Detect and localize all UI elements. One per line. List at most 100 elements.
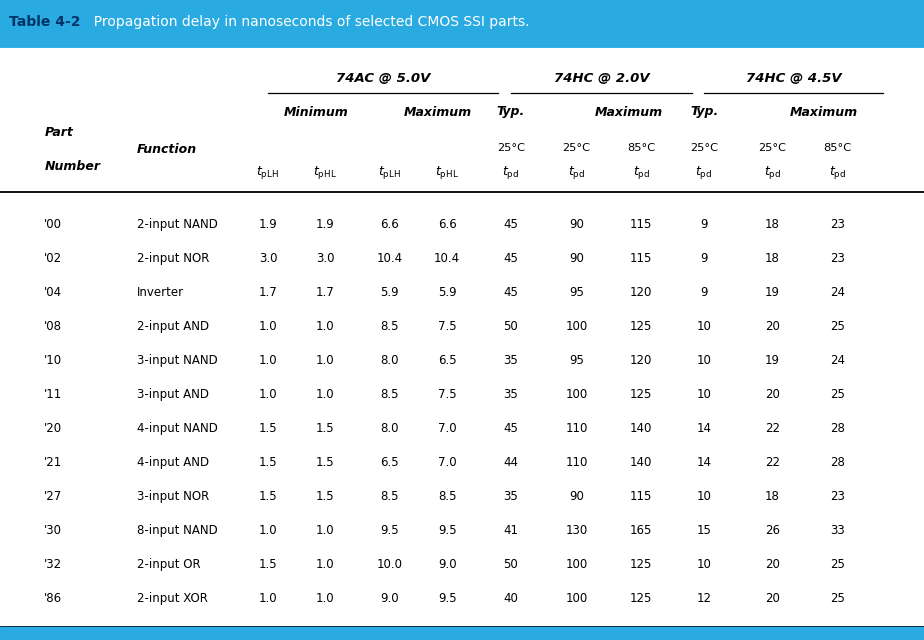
Text: 9: 9 (700, 287, 708, 300)
Text: 18: 18 (765, 490, 780, 503)
Text: 1.0: 1.0 (259, 388, 277, 401)
Text: 90: 90 (569, 218, 584, 232)
Text: 125: 125 (630, 558, 652, 572)
Text: '30: '30 (44, 524, 62, 537)
Text: 3-input AND: 3-input AND (137, 388, 209, 401)
Text: 8-input NAND: 8-input NAND (137, 524, 217, 537)
Text: Minimum: Minimum (284, 106, 348, 118)
Text: 1.0: 1.0 (259, 524, 277, 537)
Text: 33: 33 (830, 524, 845, 537)
Text: 8.0: 8.0 (381, 355, 399, 367)
Text: 28: 28 (830, 456, 845, 469)
Text: 7.0: 7.0 (438, 422, 456, 435)
Text: 1.0: 1.0 (316, 388, 334, 401)
Text: Inverter: Inverter (137, 287, 184, 300)
Text: 8.0: 8.0 (381, 422, 399, 435)
Text: 1.5: 1.5 (259, 422, 277, 435)
Text: 2-input NOR: 2-input NOR (137, 252, 209, 266)
Text: 1.7: 1.7 (316, 287, 334, 300)
Text: 120: 120 (630, 355, 652, 367)
Text: 1.5: 1.5 (316, 456, 334, 469)
Text: 1.0: 1.0 (316, 524, 334, 537)
Text: 6.5: 6.5 (438, 355, 456, 367)
Text: 50: 50 (504, 558, 518, 572)
Text: 10: 10 (697, 558, 711, 572)
Text: 35: 35 (504, 355, 518, 367)
Text: 3-input NOR: 3-input NOR (137, 490, 209, 503)
Text: '00: '00 (44, 218, 62, 232)
Text: 10: 10 (697, 388, 711, 401)
Text: 1.5: 1.5 (316, 422, 334, 435)
Text: 1.5: 1.5 (316, 490, 334, 503)
Text: 14: 14 (697, 456, 711, 469)
Text: '08: '08 (44, 321, 62, 333)
Text: 40: 40 (504, 592, 518, 605)
Text: 1.0: 1.0 (259, 355, 277, 367)
Text: 25°C: 25°C (563, 143, 590, 154)
Text: 100: 100 (565, 321, 588, 333)
Text: 24: 24 (830, 287, 845, 300)
Bar (0, 0, 924, 44)
Text: 18: 18 (765, 218, 780, 232)
Text: 41: 41 (504, 524, 518, 537)
Text: 35: 35 (504, 388, 518, 401)
Text: Part: Part (44, 126, 73, 139)
Text: 95: 95 (569, 287, 584, 300)
Text: 22: 22 (765, 422, 780, 435)
Text: $t_\mathregular{pd}$: $t_\mathregular{pd}$ (829, 164, 845, 181)
Text: 9: 9 (700, 252, 708, 266)
Text: 1.5: 1.5 (259, 558, 277, 572)
Text: 115: 115 (630, 252, 652, 266)
Text: 10: 10 (697, 321, 711, 333)
Text: '04: '04 (44, 287, 63, 300)
Text: 2-input XOR: 2-input XOR (137, 592, 208, 605)
Text: 130: 130 (565, 524, 588, 537)
Text: 5.9: 5.9 (381, 287, 399, 300)
Text: 25: 25 (830, 592, 845, 605)
Text: Maximum: Maximum (404, 106, 472, 118)
Text: 23: 23 (830, 252, 845, 266)
Text: 20: 20 (765, 321, 780, 333)
Text: 25: 25 (830, 388, 845, 401)
Text: 110: 110 (565, 456, 588, 469)
Text: 140: 140 (630, 422, 652, 435)
Text: $t_\mathregular{pd}$: $t_\mathregular{pd}$ (503, 164, 519, 181)
Text: 1.0: 1.0 (316, 321, 334, 333)
Text: 10.4: 10.4 (434, 252, 460, 266)
Text: 1.5: 1.5 (259, 456, 277, 469)
Text: 1.0: 1.0 (259, 321, 277, 333)
Text: $t_\mathregular{pd}$: $t_\mathregular{pd}$ (696, 164, 712, 181)
Text: Maximum: Maximum (594, 106, 663, 118)
Text: 15: 15 (697, 524, 711, 537)
Text: 74HC @ 2.0V: 74HC @ 2.0V (553, 72, 650, 84)
Text: 2-input AND: 2-input AND (137, 321, 209, 333)
Text: 125: 125 (630, 321, 652, 333)
Text: 74AC @ 5.0V: 74AC @ 5.0V (335, 72, 431, 84)
Text: Maximum: Maximum (790, 106, 858, 118)
Text: 85°C: 85°C (823, 143, 851, 154)
Text: $t_\mathregular{pLH}$: $t_\mathregular{pLH}$ (257, 164, 279, 181)
Text: 6.6: 6.6 (438, 218, 456, 232)
Text: $t_\mathregular{pd}$: $t_\mathregular{pd}$ (568, 164, 585, 181)
Text: 45: 45 (504, 252, 518, 266)
Text: 125: 125 (630, 388, 652, 401)
Text: 7.0: 7.0 (438, 456, 456, 469)
Text: 90: 90 (569, 252, 584, 266)
Text: 7.5: 7.5 (438, 321, 456, 333)
Text: 120: 120 (630, 287, 652, 300)
Text: 90: 90 (569, 490, 584, 503)
Text: 100: 100 (565, 388, 588, 401)
Text: 140: 140 (630, 456, 652, 469)
Text: 18: 18 (765, 252, 780, 266)
Text: 1.9: 1.9 (316, 218, 334, 232)
Text: 25: 25 (830, 321, 845, 333)
Text: 74HC @ 4.5V: 74HC @ 4.5V (746, 72, 842, 84)
Text: 45: 45 (504, 422, 518, 435)
Text: 23: 23 (830, 218, 845, 232)
Text: 3.0: 3.0 (316, 252, 334, 266)
Text: 3-input NAND: 3-input NAND (137, 355, 217, 367)
Text: Table 4-2: Table 4-2 (9, 15, 80, 29)
Text: 5.9: 5.9 (438, 287, 456, 300)
Text: $t_\mathregular{pd}$: $t_\mathregular{pd}$ (633, 164, 650, 181)
Text: 20: 20 (765, 558, 780, 572)
